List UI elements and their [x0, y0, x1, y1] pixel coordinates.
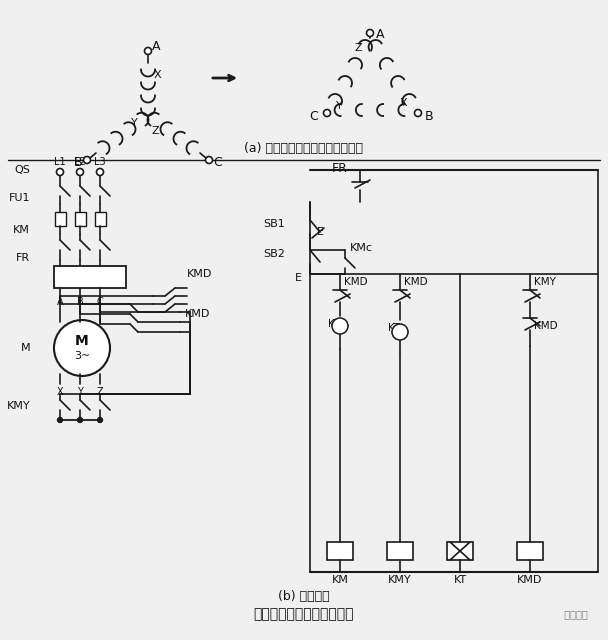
Text: Y: Y [77, 387, 83, 397]
Text: A: A [376, 29, 384, 42]
Circle shape [145, 47, 151, 54]
Circle shape [415, 109, 421, 116]
Text: QS: QS [14, 165, 30, 175]
Text: SB1: SB1 [263, 219, 285, 229]
Text: KMD: KMD [344, 277, 368, 287]
Text: Z: Z [354, 43, 362, 53]
Text: KMc: KMc [350, 243, 373, 253]
Circle shape [77, 168, 83, 175]
Circle shape [392, 324, 408, 340]
Bar [95, 212, 106, 226]
Text: A: A [57, 297, 63, 307]
Text: M: M [75, 334, 89, 348]
Text: KMY: KMY [534, 277, 556, 287]
Text: KM: KM [331, 575, 348, 585]
Text: 电工技术: 电工技术 [558, 609, 588, 619]
Bar [327, 542, 353, 560]
Circle shape [57, 168, 63, 175]
Circle shape [77, 417, 83, 422]
Circle shape [97, 168, 103, 175]
Text: L1: L1 [54, 157, 66, 167]
Text: L2: L2 [74, 157, 86, 167]
Circle shape [367, 29, 373, 36]
Text: B: B [424, 109, 434, 122]
Text: A: A [152, 40, 161, 54]
Text: FR: FR [16, 253, 30, 263]
Text: KMD: KMD [517, 575, 543, 585]
Text: KMD: KMD [534, 321, 558, 331]
Text: KMY: KMY [388, 575, 412, 585]
Text: FR: FR [332, 161, 348, 175]
Text: Z: Z [97, 387, 103, 397]
Text: E: E [295, 273, 302, 283]
Text: KT: KT [454, 575, 466, 585]
Bar [517, 542, 543, 560]
Circle shape [83, 157, 91, 163]
Text: B: B [74, 157, 82, 170]
Bar [387, 542, 413, 560]
Bar [447, 542, 473, 560]
Text: KMD: KMD [185, 309, 210, 319]
Text: C: C [213, 157, 223, 170]
Circle shape [97, 417, 103, 422]
Text: KT: KT [388, 323, 400, 333]
Text: KM: KM [13, 225, 30, 235]
Text: Z: Z [151, 126, 159, 136]
Text: KMD: KMD [404, 277, 427, 287]
Text: Y: Y [131, 118, 137, 128]
Circle shape [332, 318, 348, 334]
Circle shape [58, 417, 63, 422]
Circle shape [206, 157, 213, 163]
Bar [54, 266, 126, 288]
Circle shape [54, 320, 110, 376]
Text: SB2: SB2 [263, 249, 285, 259]
Text: M: M [21, 343, 30, 353]
Circle shape [323, 109, 331, 116]
Text: L3: L3 [94, 157, 106, 167]
Text: KT: KT [328, 319, 340, 329]
Text: X: X [399, 98, 407, 108]
Text: 星形一三角形启动控制线路: 星形一三角形启动控制线路 [254, 607, 354, 621]
Text: C: C [309, 109, 319, 122]
Text: X: X [153, 70, 161, 80]
Text: 3~: 3~ [74, 351, 90, 361]
Text: Y: Y [336, 101, 342, 111]
Text: (a) 星形一三角形转换绕组连接图: (a) 星形一三角形转换绕组连接图 [244, 141, 364, 154]
Text: KMY: KMY [6, 401, 30, 411]
Bar [55, 212, 66, 226]
Bar [75, 212, 86, 226]
Text: KMD: KMD [187, 269, 212, 279]
Text: C: C [97, 297, 103, 307]
Text: (b) 控制线路: (b) 控制线路 [278, 589, 330, 602]
Text: FU1: FU1 [9, 193, 30, 203]
Text: X: X [57, 387, 63, 397]
Text: B: B [77, 297, 83, 307]
Text: E: E [317, 227, 323, 237]
